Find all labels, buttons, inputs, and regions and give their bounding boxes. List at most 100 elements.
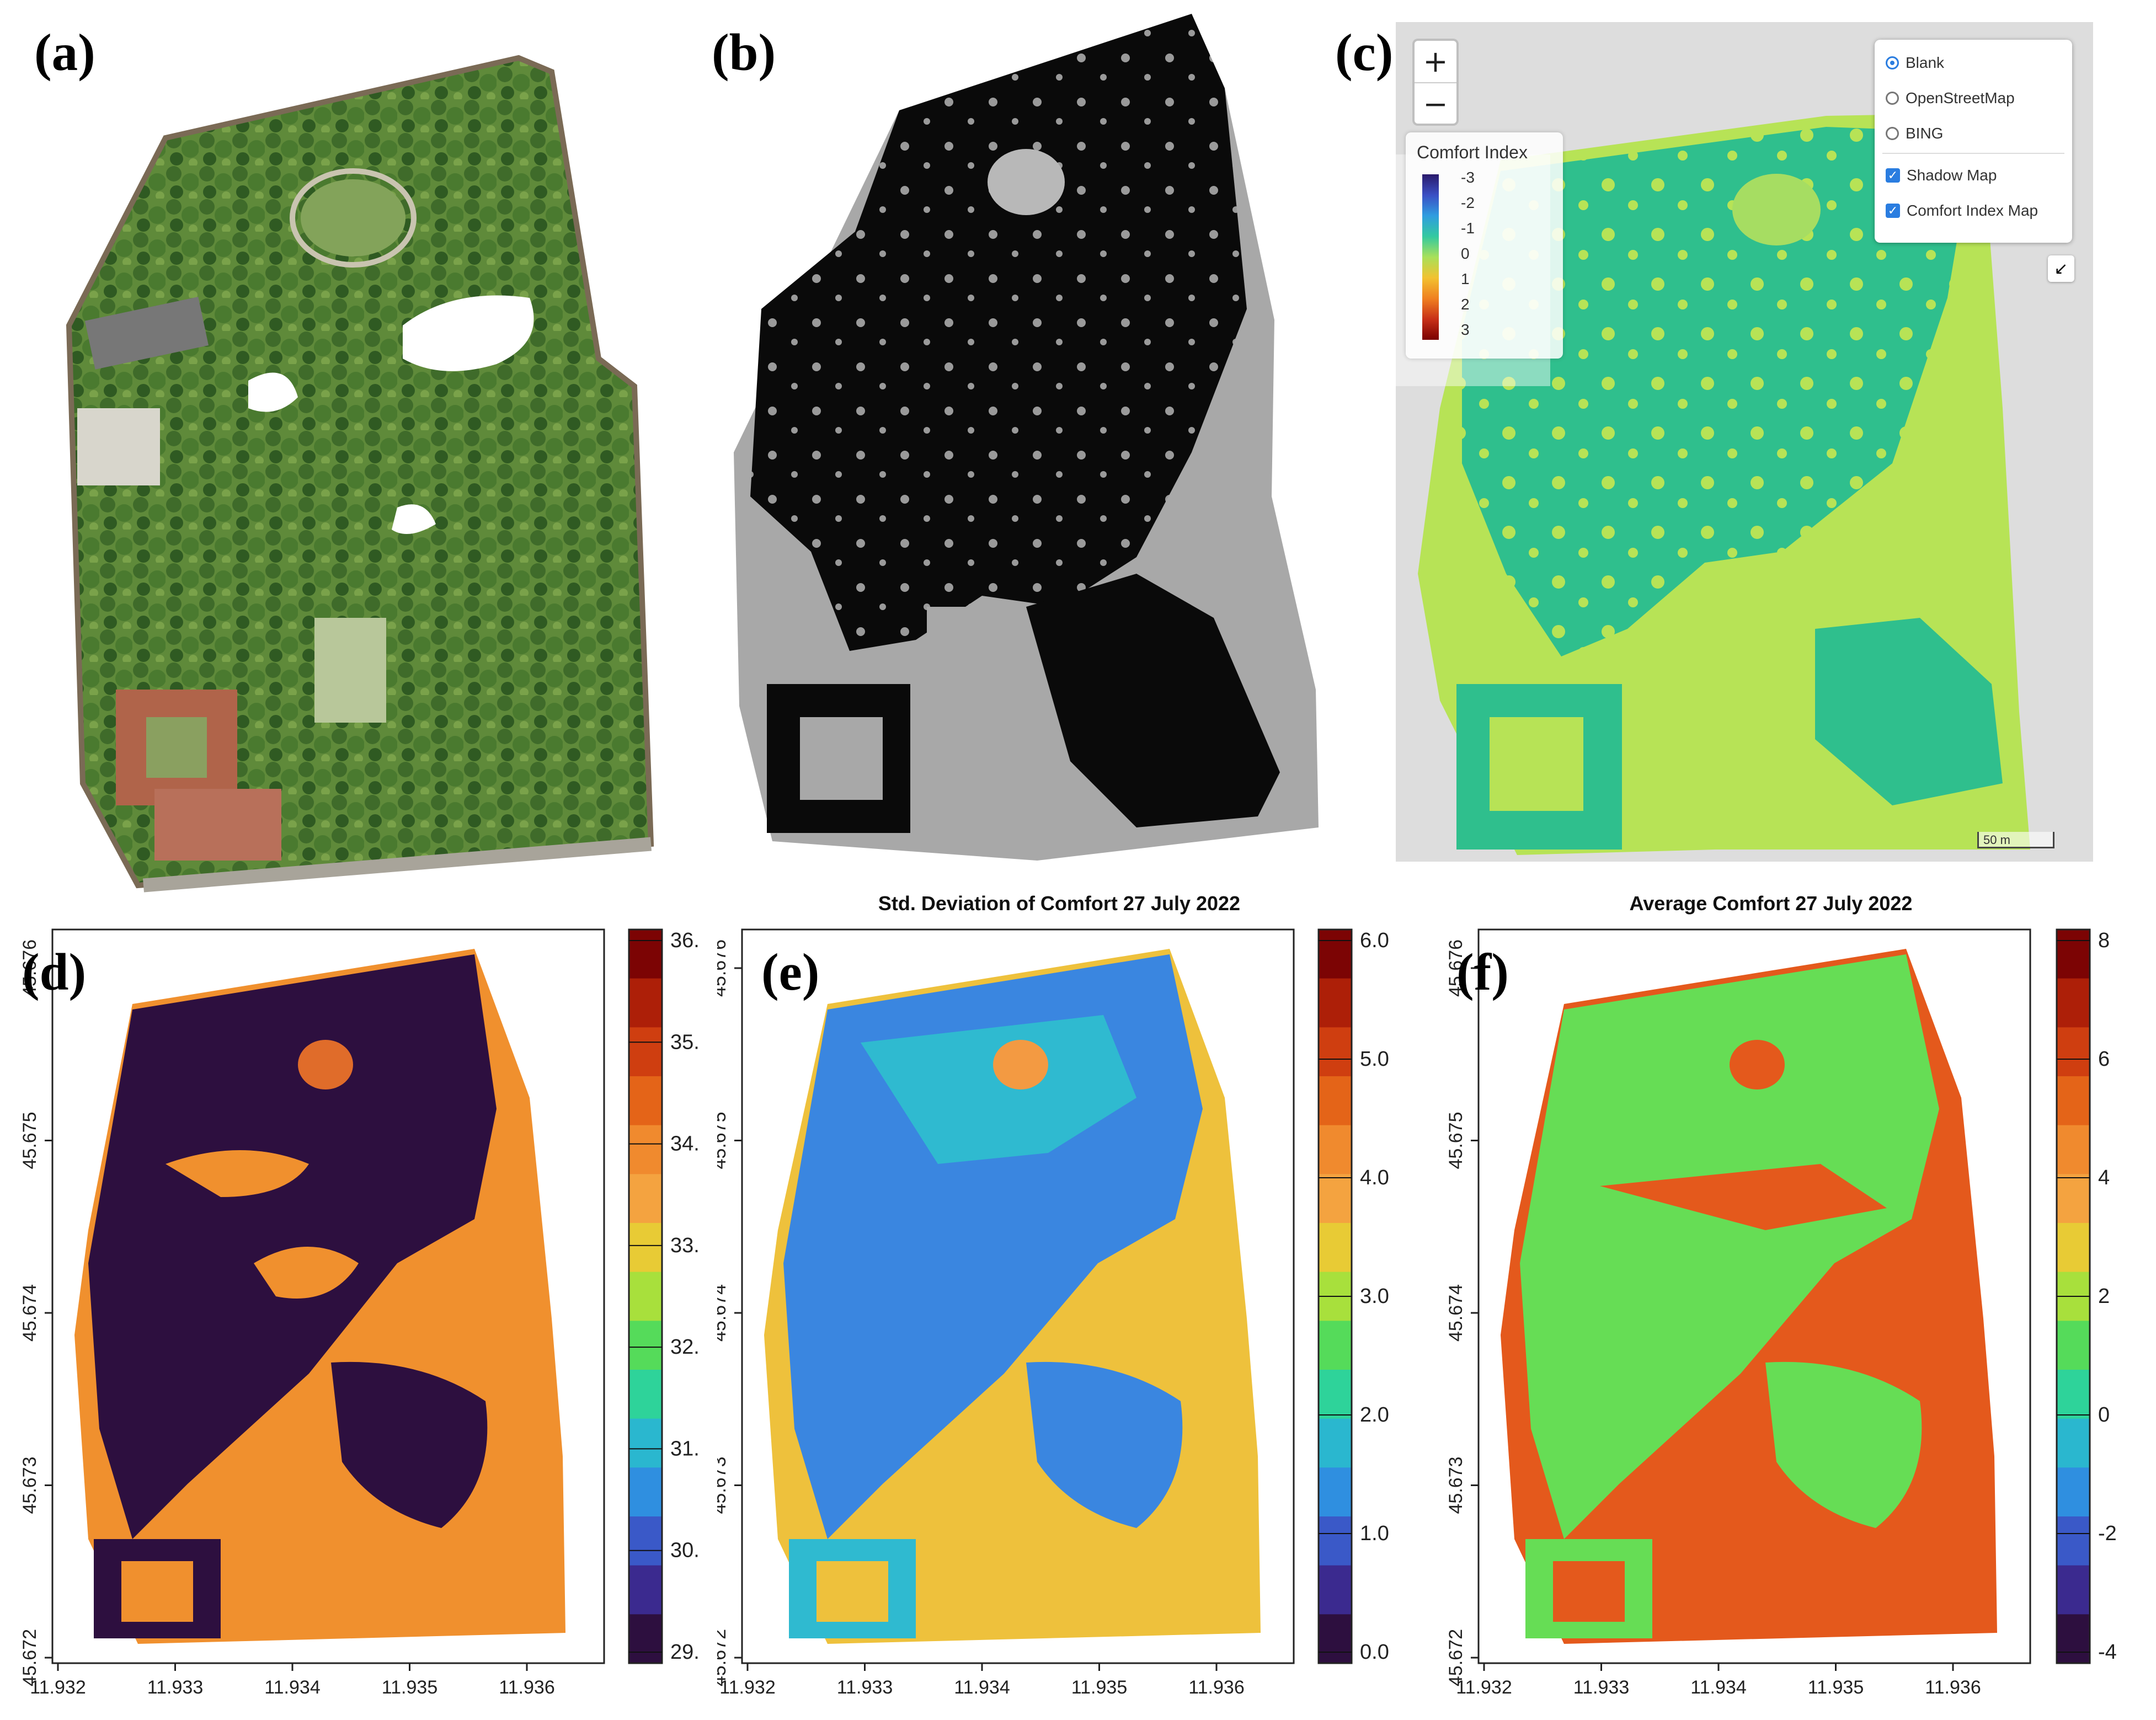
radio-icon[interactable] <box>1886 127 1899 140</box>
legend-value: 0 <box>1461 245 1470 262</box>
layer-label: Comfort Index Map <box>1907 202 2038 219</box>
y-tick-label: 45.672 <box>19 1629 40 1686</box>
colorbar-frame <box>628 928 663 1664</box>
colorbar-label: 31. <box>670 1437 700 1460</box>
colorbar-segment <box>629 1321 662 1370</box>
panel-label-b: (b) <box>712 23 776 82</box>
colorbar-label: 0 <box>2098 1403 2110 1427</box>
colorbar-segment <box>1319 1223 1352 1273</box>
y-tick-label: 45.676 <box>1445 939 1466 997</box>
colorbar-segment <box>2057 1614 2090 1664</box>
colorbar-label: 4 <box>2098 1166 2110 1189</box>
radio-selected-icon[interactable] <box>1886 56 1899 70</box>
colorbar-segment <box>1319 1565 1352 1615</box>
x-tick-label: 11.933 <box>1573 1677 1629 1698</box>
plot-title: Average Comfort 27 July 2022 <box>1630 892 1913 915</box>
layer-label: BING <box>1906 125 1944 142</box>
colorbar-segment <box>2057 1467 2090 1517</box>
y-tick-label: 45.674 <box>1445 1284 1466 1342</box>
checkbox-checked-icon[interactable]: ✓ <box>1886 168 1900 183</box>
shadow-map <box>734 14 1319 861</box>
legend-value: -2 <box>1461 194 1475 211</box>
y-tick-label: 45.676 <box>19 939 40 997</box>
colorbar-label: 2 <box>2098 1285 2110 1308</box>
colorbar-label: 3.0 <box>1360 1285 1389 1308</box>
average-comfort-plot: Average Comfort 27 July 2022 11.932 11.93… <box>1445 892 2117 1698</box>
colorbar-segment <box>629 1174 662 1224</box>
fullscreen-toggle-icon[interactable]: ↙ <box>2048 255 2074 282</box>
colorbar-segment <box>1319 1516 1352 1566</box>
layer-option-blank[interactable]: Blank <box>1886 54 1944 72</box>
x-tick-label: 11.935 <box>1808 1677 1864 1698</box>
x-tick-label: 11.936 <box>1188 1677 1244 1698</box>
colorbar-segment <box>1319 1467 1352 1517</box>
colorbar-label: 1.0 <box>1360 1522 1389 1545</box>
x-tick-label: 11.934 <box>954 1677 1010 1698</box>
colorbar-segment <box>2057 1174 2090 1224</box>
colorbar-segment <box>2057 1076 2090 1126</box>
colorbar-segment <box>629 1223 662 1273</box>
legend-title: Comfort Index <box>1417 142 1528 162</box>
colorbar-segment <box>629 1076 662 1126</box>
colorbar-segment <box>629 930 662 979</box>
colorbar-segment <box>629 1614 662 1664</box>
zoom-in-button[interactable]: + <box>1415 41 1456 83</box>
colorbar-label: 30. <box>670 1539 700 1562</box>
layer-option-bing[interactable]: BING <box>1886 125 1943 142</box>
colorbar-segment <box>629 1370 662 1419</box>
legend-value: -3 <box>1461 169 1475 186</box>
colorbar-segment <box>2057 1125 2090 1175</box>
x-tick-label: 11.932 <box>719 1677 775 1698</box>
x-tick-label: 11.934 <box>1690 1677 1746 1698</box>
radio-icon[interactable] <box>1886 92 1899 105</box>
y-tick-label: 45.675 <box>1445 1112 1466 1169</box>
colorbar-label: 33. <box>670 1234 700 1257</box>
colorbar-label: 32. <box>670 1336 700 1359</box>
zoom-out-button[interactable]: − <box>1423 87 1448 121</box>
panel-label-c: (c) <box>1335 23 1394 82</box>
x-tick-label: 11.932 <box>30 1677 86 1698</box>
colorbar-segment <box>629 1027 662 1077</box>
colorbar-segment <box>2057 1565 2090 1615</box>
colorbar-label: 29. <box>670 1641 700 1664</box>
overlay-option-comfort-index-map[interactable]: ✓ Comfort Index Map <box>1886 202 2038 220</box>
layer-label: OpenStreetMap <box>1906 89 2015 106</box>
colorbar-segment <box>2057 1516 2090 1566</box>
layer-option-openstreetmap[interactable]: OpenStreetMap <box>1886 89 2015 107</box>
colorbar-segment <box>2057 1027 2090 1077</box>
layer-label: Blank <box>1906 54 1945 71</box>
y-tick-label: 45.675 <box>19 1112 40 1169</box>
y-tick-label: 45.673 <box>19 1457 40 1514</box>
temperature-map-plot: 11.932 11.933 11.934 11.935 11.936 45.676 45.6… <box>19 928 700 1698</box>
legend-value: 1 <box>1461 270 1470 287</box>
colorbar-segment <box>629 1467 662 1517</box>
colorbar-segment <box>2057 1321 2090 1370</box>
colorbar-segment <box>2057 1418 2090 1468</box>
colorbar-label: -2 <box>2098 1522 2117 1545</box>
legend-value: 3 <box>1461 321 1470 338</box>
plot-title: Std. Deviation of Comfort 27 July 2022 <box>878 892 1240 915</box>
colorbar-segment <box>1319 1174 1352 1224</box>
std-deviation-plot: Std. Deviation of Comfort 27 July 2022 1… <box>717 892 1389 1698</box>
y-tick-label: 45.676 <box>717 939 730 997</box>
colorbar-label: 5.0 <box>1360 1048 1389 1071</box>
colorbar-segment <box>629 1516 662 1566</box>
overlay-option-shadow-map[interactable]: ✓ Shadow Map <box>1886 167 1997 184</box>
colorbar-label: 4.0 <box>1360 1166 1389 1189</box>
x-tick-label: 11.936 <box>1925 1677 1981 1698</box>
colorbar-label: 6 <box>2098 1048 2110 1071</box>
colorbar-segment <box>629 1272 662 1322</box>
colorbar-segment <box>629 978 662 1028</box>
y-tick-label: 45.673 <box>1445 1457 1466 1514</box>
y-tick-label: 45.674 <box>717 1284 730 1342</box>
y-tick-label: 45.674 <box>19 1284 40 1342</box>
colorbar-label: 8 <box>2098 929 2110 952</box>
checkbox-checked-icon[interactable]: ✓ <box>1886 204 1900 218</box>
aerial-photo <box>66 55 654 893</box>
colorbar-segment <box>2057 1223 2090 1273</box>
y-tick-label: 45.672 <box>717 1629 730 1686</box>
legend-value: -1 <box>1461 220 1475 237</box>
panel-label-e: (e) <box>761 943 820 1001</box>
colorbar-label: 0.0 <box>1360 1641 1389 1664</box>
x-tick-label: 11.933 <box>837 1677 893 1698</box>
